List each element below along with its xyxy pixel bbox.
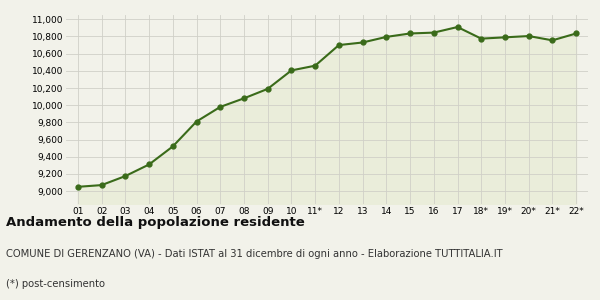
- Text: (*) post-censimento: (*) post-censimento: [6, 279, 105, 289]
- Text: Andamento della popolazione residente: Andamento della popolazione residente: [6, 216, 305, 229]
- Text: COMUNE DI GERENZANO (VA) - Dati ISTAT al 31 dicembre di ogni anno - Elaborazione: COMUNE DI GERENZANO (VA) - Dati ISTAT al…: [6, 249, 503, 259]
